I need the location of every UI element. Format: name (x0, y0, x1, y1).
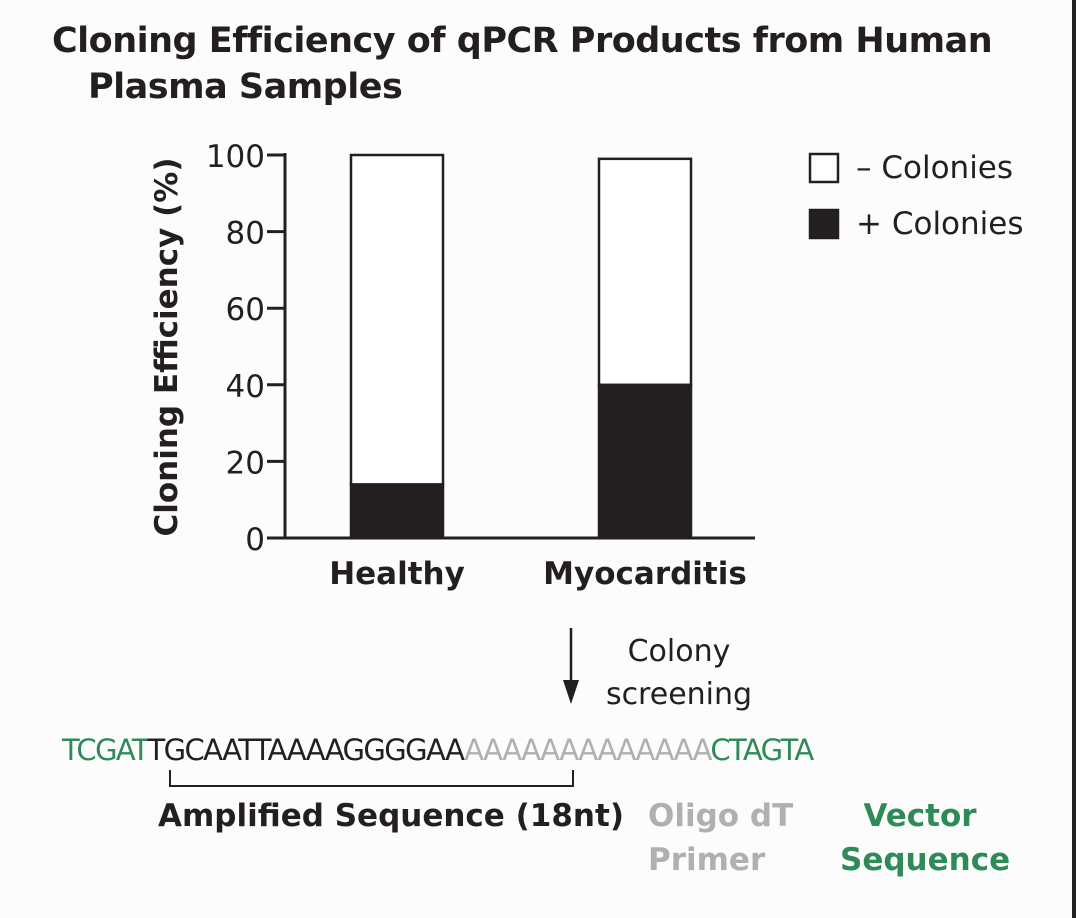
y-tick-label-20: 20 (226, 445, 265, 481)
oligo-label: Oligo dT Primer (648, 794, 793, 882)
y-tick-label-60: 60 (226, 292, 265, 328)
vector-label-line-2: Sequence (840, 842, 1011, 878)
bar-myocarditis-positive (597, 383, 693, 540)
legend-label-positive: + Colonies (856, 206, 1024, 242)
vector-right-seq: CTAGTA (710, 733, 814, 767)
oligo-label-line-2: Primer (648, 842, 766, 878)
bar-healthy-positive (349, 483, 445, 540)
title-line-2: Plasma Samples (88, 67, 403, 107)
vector-label: Vector Sequence (840, 794, 1011, 882)
x-tick-label-healthy: Healthy (329, 556, 465, 592)
figure-title: Cloning Efficiency of qPCR Products from… (52, 18, 993, 110)
bar-healthy-negative (349, 153, 445, 486)
sequence-line: TCGATTGCAATTAAAAGGGGAAAAAAAAAAAAAAACTAGT… (62, 730, 814, 770)
oligo-dt-seq: AAAAAAAAAAAAA (464, 733, 712, 767)
amplified-label: Amplified Sequence (18nt) (158, 798, 624, 834)
legend-swatch-positive (808, 208, 840, 240)
vector-left-seq: TCGAT (62, 733, 149, 767)
screening-line-2: screening (605, 677, 753, 712)
colony-screening-note: Colony screening (604, 630, 754, 716)
amplified-seq: TGCAATTAAAAGGGGAA (147, 733, 466, 767)
x-tick-label-myocarditis: Myocarditis (543, 556, 747, 592)
vector-label-line-1: Vector (863, 798, 977, 834)
down-arrow-head (563, 680, 579, 704)
screening-line-1: Colony (627, 634, 731, 669)
legend-label-negative: – Colonies (856, 150, 1013, 186)
y-tick-label-40: 40 (226, 369, 265, 405)
amplified-bracket (169, 770, 574, 787)
y-tick-label-80: 80 (226, 216, 265, 252)
bar-myocarditis-negative (597, 157, 693, 387)
y-tick-label-100: 100 (206, 139, 265, 175)
title-line-1: Cloning Efficiency of qPCR Products from… (52, 21, 993, 61)
oligo-label-line-1: Oligo dT (648, 798, 794, 834)
y-axis-title: Cloning Efficiency (%) (149, 157, 185, 536)
y-tick-label-0: 0 (245, 522, 265, 558)
frame-border (1072, 0, 1076, 918)
legend-swatch-negative (808, 152, 840, 184)
